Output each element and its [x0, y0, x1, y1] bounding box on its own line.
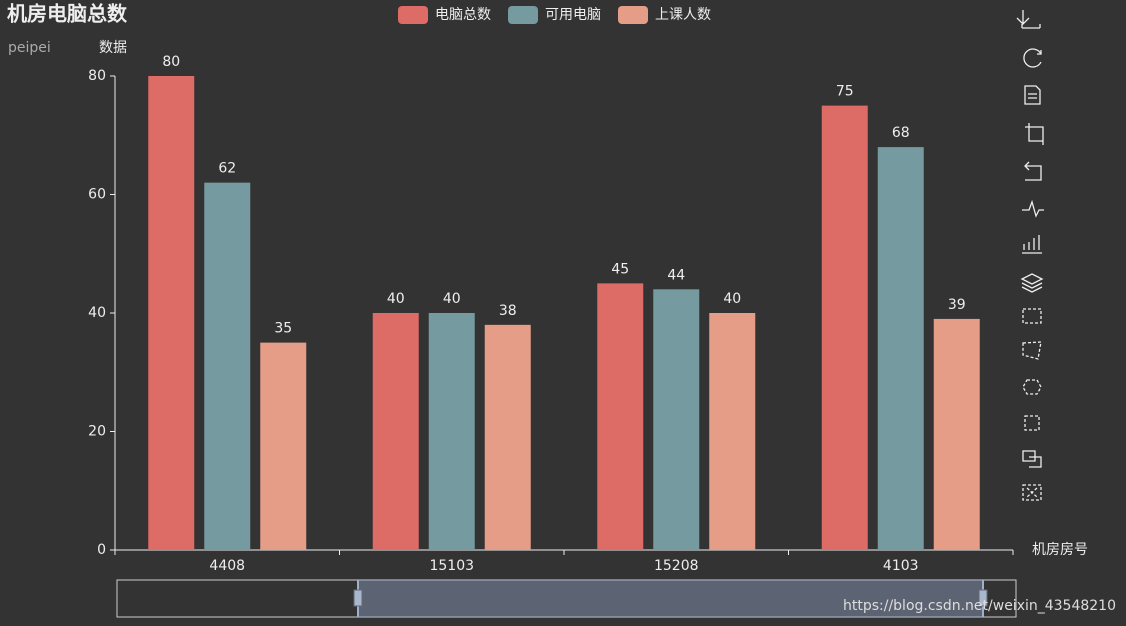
watermark: https://blog.csdn.net/weixin_43548210 — [843, 598, 1116, 614]
bar — [148, 76, 195, 550]
y-axis-label: 数据 — [99, 40, 127, 56]
line-icon[interactable] — [1022, 199, 1044, 218]
x-axis-label: 机房房号 — [1032, 542, 1088, 558]
value-label: 62 — [218, 161, 236, 177]
value-label: 44 — [667, 267, 685, 283]
keep-select-icon[interactable] — [1022, 379, 1042, 395]
value-label: 40 — [443, 291, 461, 307]
value-label: 39 — [948, 297, 966, 313]
bar — [653, 289, 700, 550]
data-zoom[interactable] — [116, 579, 1017, 618]
clear-select-icon[interactable] — [1024, 415, 1040, 431]
bar — [484, 324, 531, 550]
y-tick-label: 80 — [88, 68, 106, 84]
bar — [260, 342, 307, 550]
y-tick-label: 40 — [88, 305, 106, 321]
bar-icon[interactable] — [1022, 235, 1042, 254]
bar — [933, 318, 980, 550]
data-view-icon[interactable] — [1024, 85, 1041, 105]
zoom-reset-icon[interactable] — [1024, 161, 1042, 181]
chart-title: 机房电脑总数 — [7, 2, 128, 26]
value-label: 40 — [387, 291, 405, 307]
bar — [709, 313, 756, 550]
value-label: 38 — [499, 303, 517, 319]
zoom-window[interactable] — [358, 580, 983, 617]
rect-select-icon[interactable] — [1022, 308, 1042, 324]
bar — [597, 283, 644, 550]
zoom-handle[interactable] — [353, 589, 363, 607]
value-label: 40 — [723, 291, 741, 307]
legend-swatch — [508, 6, 538, 24]
bar — [821, 105, 868, 550]
brush-icon[interactable] — [1022, 450, 1042, 468]
zoom-icon[interactable] — [1025, 123, 1044, 145]
legend-label: 电脑总数 — [435, 7, 491, 23]
legend-label: 可用电脑 — [545, 7, 601, 23]
legend-label: 上课人数 — [655, 7, 711, 23]
value-label: 68 — [892, 125, 910, 141]
polygon-select-icon[interactable] — [1022, 341, 1042, 360]
chart-subtitle: peipei — [8, 40, 51, 56]
bar — [204, 182, 251, 550]
value-label: 75 — [836, 84, 854, 100]
x-tick-label: 15103 — [429, 558, 474, 574]
x-tick-label: 4103 — [883, 558, 919, 574]
value-label: 80 — [162, 54, 180, 70]
legend-swatch — [618, 6, 648, 24]
y-tick-label: 0 — [97, 542, 106, 558]
zoom-handle[interactable] — [978, 589, 988, 607]
bar — [877, 147, 924, 550]
zoom-track — [116, 579, 1017, 618]
stack-icon[interactable] — [1020, 273, 1044, 293]
y-tick-label: 60 — [88, 187, 106, 203]
bar — [428, 313, 475, 550]
legend-swatch — [398, 6, 428, 24]
refresh-icon[interactable] — [1023, 48, 1042, 68]
value-label: 45 — [611, 261, 629, 277]
brush-clear-icon[interactable] — [1022, 484, 1042, 501]
bar — [372, 313, 419, 550]
y-tick-label: 20 — [88, 424, 106, 440]
x-tick-label: 4408 — [209, 558, 245, 574]
value-label: 35 — [274, 321, 292, 337]
x-tick-label: 15208 — [654, 558, 699, 574]
